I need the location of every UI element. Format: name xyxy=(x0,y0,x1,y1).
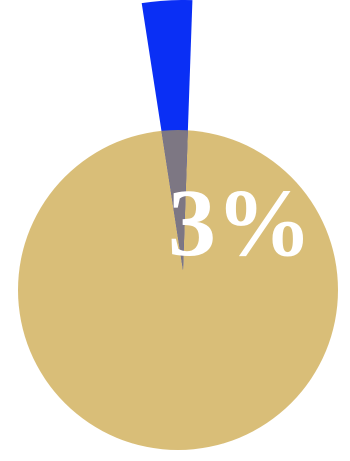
pie-slice-large xyxy=(18,130,338,450)
slices-group xyxy=(18,0,338,450)
pie-slice-small-overlap xyxy=(141,130,193,270)
slice-label-percent: 3% xyxy=(168,169,312,276)
